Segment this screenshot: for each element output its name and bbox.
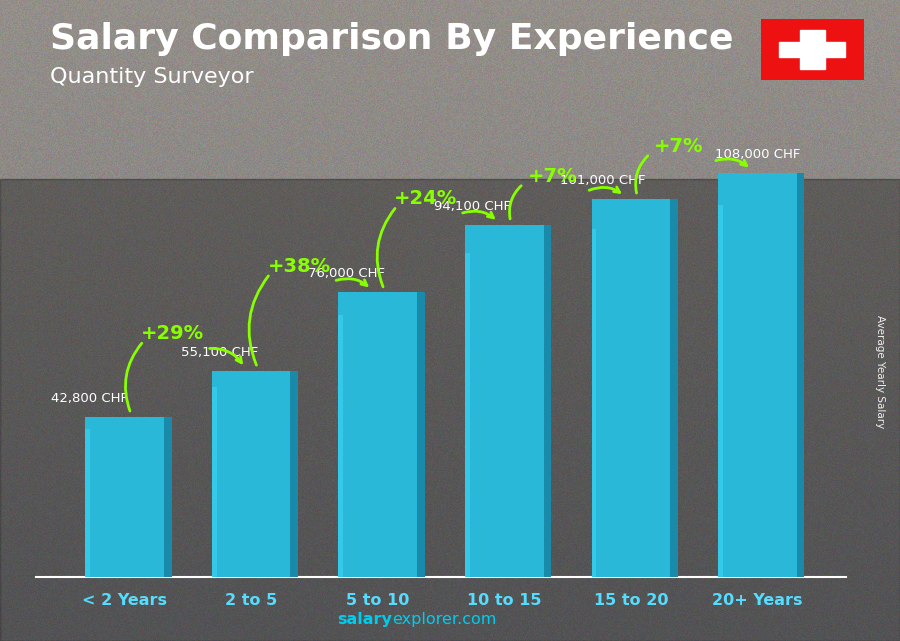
Polygon shape [86, 417, 164, 577]
Bar [779, 42, 845, 57]
Polygon shape [338, 315, 343, 577]
Bar [800, 30, 824, 69]
Text: explorer.com: explorer.com [392, 612, 497, 627]
Text: salary: salary [337, 612, 392, 627]
Text: Quantity Surveyor: Quantity Surveyor [50, 67, 253, 87]
Text: Average Yearly Salary: Average Yearly Salary [875, 315, 886, 428]
Text: 55,100 CHF: 55,100 CHF [181, 345, 258, 359]
Text: Salary Comparison By Experience: Salary Comparison By Experience [50, 22, 733, 56]
Text: +7%: +7% [654, 137, 704, 156]
Polygon shape [164, 417, 172, 577]
Polygon shape [544, 224, 552, 577]
Text: 101,000 CHF: 101,000 CHF [560, 174, 646, 187]
Polygon shape [465, 253, 470, 577]
Text: 94,100 CHF: 94,100 CHF [434, 199, 511, 213]
Text: +24%: +24% [394, 189, 457, 208]
Polygon shape [86, 429, 90, 577]
Polygon shape [591, 199, 670, 577]
Polygon shape [796, 172, 805, 577]
Polygon shape [718, 205, 723, 577]
Bar [0, 179, 900, 641]
Text: 42,800 CHF: 42,800 CHF [50, 392, 128, 404]
Polygon shape [212, 387, 217, 577]
Polygon shape [338, 292, 417, 577]
Polygon shape [291, 370, 298, 577]
Polygon shape [670, 199, 678, 577]
Text: +29%: +29% [141, 324, 204, 343]
Text: 108,000 CHF: 108,000 CHF [715, 147, 800, 161]
Polygon shape [212, 370, 291, 577]
Polygon shape [591, 229, 597, 577]
Polygon shape [465, 224, 544, 577]
Text: 76,000 CHF: 76,000 CHF [308, 267, 384, 280]
Polygon shape [718, 172, 796, 577]
Polygon shape [417, 292, 425, 577]
Text: +7%: +7% [527, 167, 577, 186]
Text: +38%: +38% [267, 256, 331, 276]
